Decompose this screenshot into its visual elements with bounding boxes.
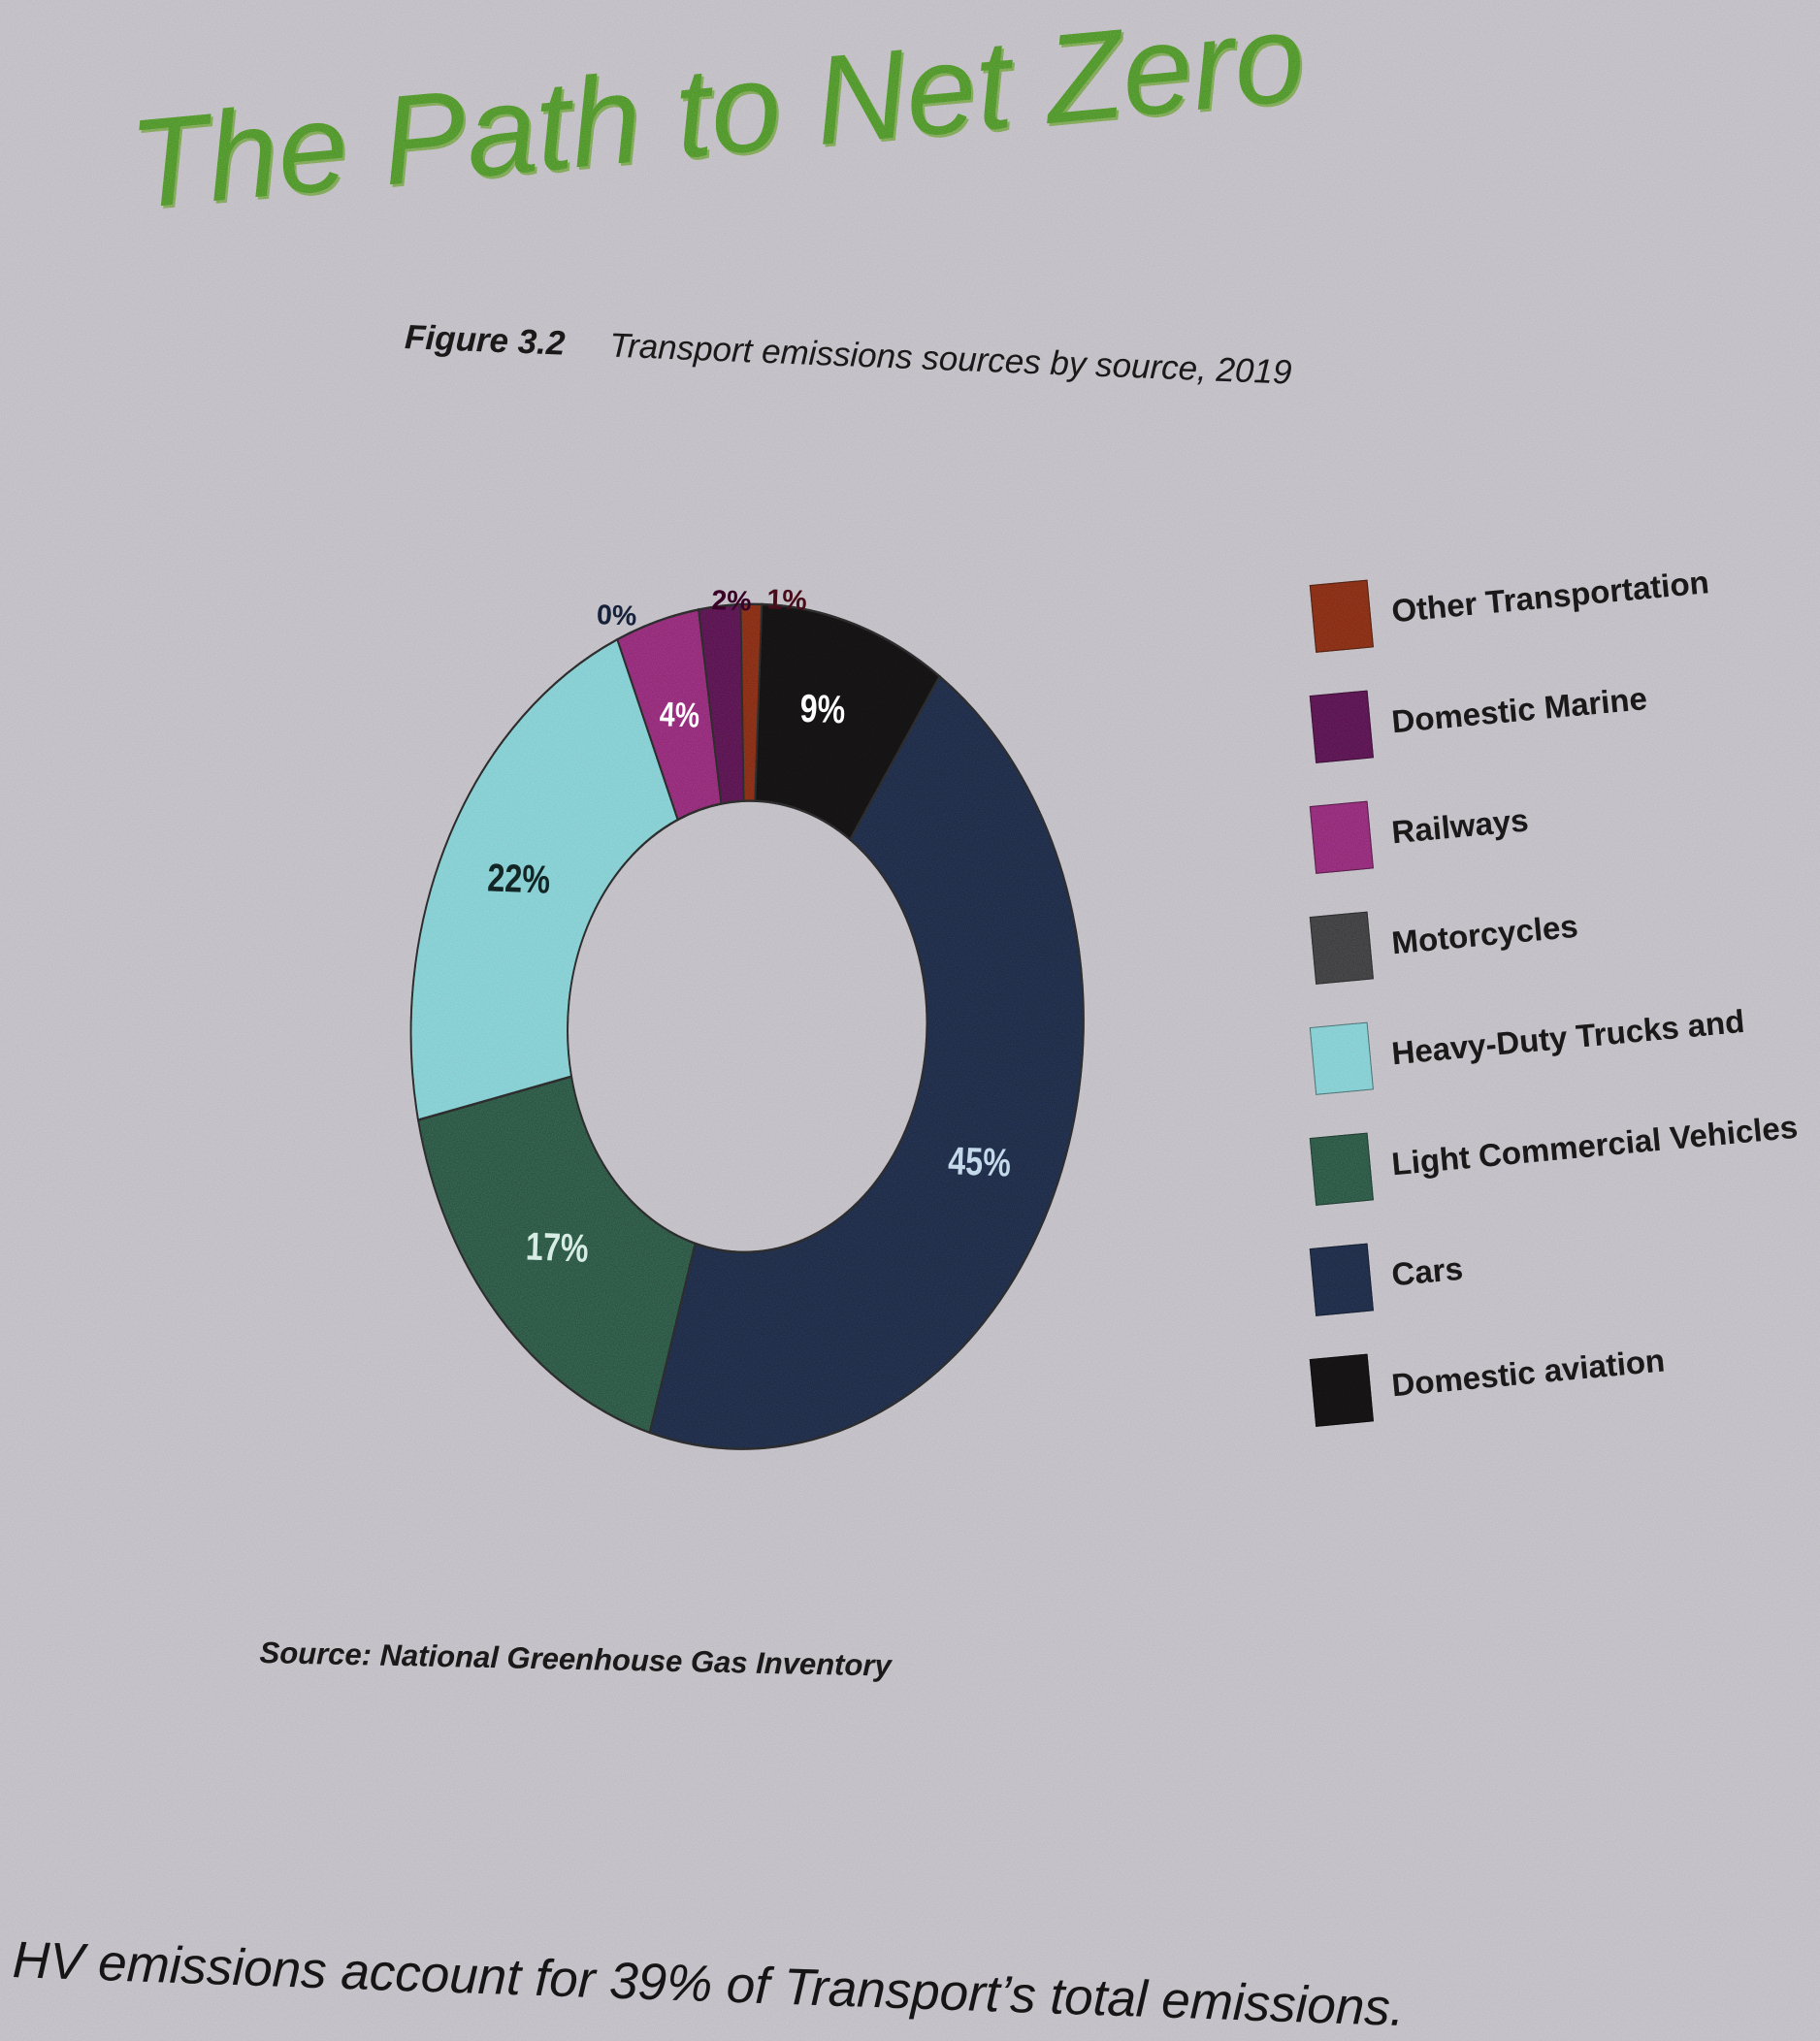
- svg-text:0%: 0%: [596, 599, 636, 632]
- svg-text:4%: 4%: [659, 695, 700, 734]
- svg-text:45%: 45%: [947, 1139, 1011, 1185]
- svg-text:22%: 22%: [486, 856, 550, 902]
- svg-text:1%: 1%: [766, 584, 807, 617]
- svg-text:2%: 2%: [711, 585, 752, 618]
- svg-text:9%: 9%: [799, 687, 846, 732]
- svg-text:17%: 17%: [525, 1224, 589, 1271]
